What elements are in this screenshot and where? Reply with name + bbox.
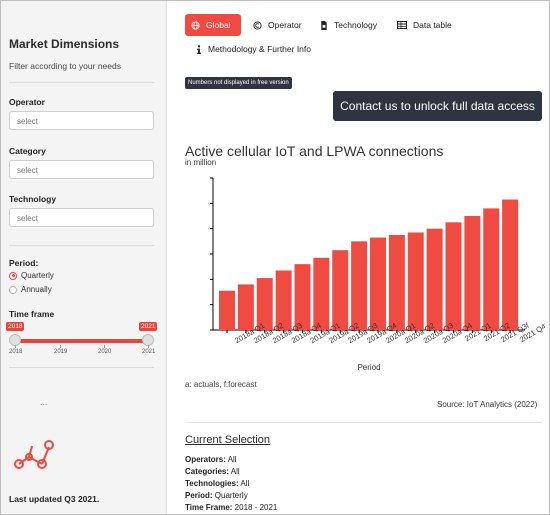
slider-tick: [104, 345, 105, 348]
selection-value: All: [230, 467, 240, 476]
sidebar-subtitle: Filter according to your needs: [9, 61, 121, 71]
ellipsis: ...: [40, 397, 48, 407]
bar: [502, 199, 519, 330]
divider: [9, 367, 154, 368]
bar: [237, 284, 254, 330]
bar: [313, 257, 330, 330]
free-version-notice: Numbers not displayed in free version: [185, 77, 292, 89]
selection-value: All: [227, 455, 237, 464]
selection-value: 2018 - 2021: [234, 503, 278, 512]
slider-tick: [148, 345, 149, 348]
slider-tick-label: 2018: [9, 349, 23, 355]
bar: [351, 241, 368, 330]
chart-source: Source: IoT Analytics (2022): [437, 400, 538, 409]
divider: [9, 82, 154, 83]
bar: [407, 232, 424, 330]
chart-unit: in million: [185, 158, 217, 167]
tab-global[interactable]: Global: [185, 14, 241, 36]
slider-tick-label: 2019: [54, 349, 68, 355]
tab-methodology[interactable]: Methodology & Further Info: [190, 38, 317, 60]
y-ticks: [210, 177, 213, 331]
operator-label: Operator: [9, 97, 45, 107]
operator-select[interactable]: select: [9, 111, 154, 130]
selection-key: Operators:: [185, 455, 226, 464]
bar: [275, 270, 292, 330]
bar: [464, 216, 481, 330]
table-icon: [397, 21, 407, 29]
bar: [426, 228, 443, 330]
category-label: Category: [9, 146, 46, 156]
selection-row: Technologies: All: [185, 479, 249, 488]
period-quarterly-radio[interactable]: Quarterly: [9, 271, 54, 280]
bar: [445, 222, 462, 330]
slider-tick: [60, 345, 61, 348]
sidebar-title: Market Dimensions: [9, 37, 120, 51]
chart-footnote: a: actuals, f:forecast: [185, 380, 257, 389]
technology-label: Technology: [9, 194, 57, 204]
selection-row: Operators: All: [185, 455, 237, 464]
bar: [483, 208, 500, 330]
tab-label: Methodology & Further Info: [208, 44, 312, 54]
tab-label: Data table: [413, 20, 452, 30]
last-updated-text: Last updated Q3 2021.: [9, 494, 100, 504]
slider-from-tag: 2018: [6, 322, 25, 331]
x-axis-label: Period: [357, 363, 380, 372]
slider-tick-label: 2020: [98, 349, 112, 355]
sidebar: Market Dimensions Filter according to yo…: [1, 1, 167, 514]
bar: [332, 250, 349, 330]
divider: [9, 245, 154, 246]
radio-label: Annually: [21, 285, 52, 294]
slider-tick: [15, 345, 16, 348]
info-icon: [197, 44, 201, 54]
tab-label: Global: [206, 20, 231, 30]
tab-label: Technology: [334, 20, 378, 30]
selection-value: All: [240, 479, 250, 488]
selection-key: Technologies:: [185, 479, 239, 488]
current-selection-title: Current Selection: [185, 434, 270, 446]
chart-title: Active cellular IoT and LPWA connections: [185, 143, 444, 159]
selection-value: Quarterly: [214, 491, 248, 500]
technology-select[interactable]: select: [9, 208, 154, 227]
slider-tick-label: 2021: [142, 349, 156, 355]
radio-label: Quarterly: [21, 271, 54, 280]
bar: [294, 264, 311, 330]
bars: [219, 199, 519, 330]
bar: [370, 237, 386, 330]
selection-key: Period:: [185, 491, 213, 500]
selection-key: Categories:: [185, 467, 230, 476]
globe-icon: [191, 20, 200, 30]
tab-label: Operator: [268, 20, 302, 30]
selection-key: Time Frame:: [185, 503, 233, 512]
divider: [185, 422, 542, 423]
slider-to-tag: 2021: [139, 322, 158, 331]
selection-row: Time Frame: 2018 - 2021: [185, 503, 277, 512]
radio-unselected-icon[interactable]: [9, 285, 17, 294]
tab-operator[interactable]: Operator: [247, 14, 308, 36]
timeframe-label: Time frame: [9, 309, 55, 319]
tab-data-table[interactable]: Data table: [391, 14, 458, 36]
selection-row: Period: Quarterly: [185, 491, 248, 500]
timeframe-slider-track[interactable]: [15, 339, 149, 343]
bar: [256, 278, 273, 330]
copyright-icon: [253, 20, 262, 30]
bar: [219, 290, 235, 330]
tab-technology[interactable]: Technology: [314, 14, 383, 36]
category-select[interactable]: select: [9, 160, 154, 179]
radio-selected-icon[interactable]: [9, 271, 17, 280]
iot-analytics-logo-icon: [14, 440, 54, 469]
bar: [388, 235, 405, 330]
period-label: Period:: [9, 258, 39, 268]
period-annually-radio[interactable]: Annually: [9, 285, 52, 294]
sim-card-icon: [321, 20, 327, 30]
selection-row: Categories: All: [185, 467, 240, 476]
contact-button[interactable]: Contact us to unlock full data access: [333, 91, 542, 121]
